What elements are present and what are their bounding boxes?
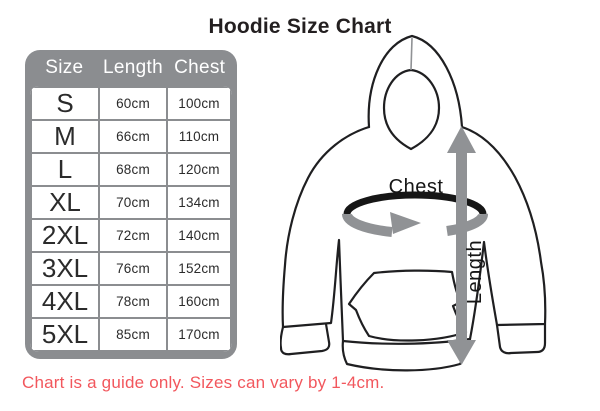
table-row: 2XL 72cm 140cm — [30, 218, 232, 253]
size-table-header: Size Length Chest — [30, 50, 232, 86]
chest-cell: 100cm — [166, 86, 232, 121]
size-table-grid: S 60cm 100cm M 66cm 110cm L 68cm 120cm XL 70cm 134c… — [30, 86, 232, 352]
size-table-body: S 60cm 100cm M 66cm 110cm L 68cm 120cm XL 70cm 134c… — [30, 86, 232, 352]
chest-band-back-arc — [343, 191, 487, 215]
size-cell: L — [30, 152, 100, 187]
length-arrow-shaft — [456, 150, 467, 342]
size-cell: 3XL — [30, 251, 100, 286]
length-cell: 70cm — [98, 185, 168, 220]
chest-cell: 152cm — [166, 251, 232, 286]
chest-cell: 110cm — [166, 119, 232, 154]
size-cell: XL — [30, 185, 100, 220]
table-row: M 66cm 110cm — [30, 119, 232, 154]
length-cell: 66cm — [98, 119, 168, 154]
size-cell: 5XL — [30, 317, 100, 352]
page-title: Hoodie Size Chart — [208, 15, 392, 38]
right-cuff — [495, 322, 547, 355]
chest-cell: 134cm — [166, 185, 232, 220]
hoodie-diagram: Chest Length — [280, 34, 547, 372]
length-arrow-head-down — [447, 340, 476, 365]
hood-seam — [410, 37, 413, 71]
header-chest: Chest — [174, 57, 226, 78]
chest-arrow-arc-right — [446, 213, 488, 236]
size-table-body-wrap: S 60cm 100cm M 66cm 110cm L 68cm 120cm XL 70cm 134c… — [30, 86, 232, 352]
length-cell: 85cm — [98, 317, 168, 352]
table-row: S 60cm 100cm — [30, 86, 232, 121]
size-cell: 2XL — [30, 218, 100, 253]
table-row: L 68cm 120cm — [30, 152, 232, 187]
chest-cell: 170cm — [166, 317, 232, 352]
table-row: 4XL 78cm 160cm — [30, 284, 232, 319]
chest-label: Chest — [389, 176, 444, 198]
table-row: 5XL 85cm 170cm — [30, 317, 232, 352]
length-cell: 68cm — [98, 152, 168, 187]
hoodie-body-outline — [281, 125, 547, 345]
table-row: XL 70cm 134cm — [30, 185, 232, 220]
chest-cell: 140cm — [166, 218, 232, 253]
size-table: Size Length Chest S 60cm 100cm M 66cm 110cm L 6… — [25, 50, 237, 359]
length-arrow-head-up — [447, 126, 476, 153]
length-label: Length — [464, 240, 486, 304]
chest-cell: 160cm — [166, 284, 232, 319]
size-cell: S — [30, 86, 100, 121]
length-cell: 78cm — [98, 284, 168, 319]
table-row: 3XL 76cm 152cm — [30, 251, 232, 286]
pocket — [347, 269, 468, 342]
footnote: Chart is a guide only. Sizes can vary by… — [22, 373, 385, 392]
chest-arrow-head — [390, 212, 421, 234]
header-length: Length — [103, 57, 163, 78]
length-cell: 60cm — [98, 86, 168, 121]
size-cell: M — [30, 119, 100, 154]
size-cell: 4XL — [30, 284, 100, 319]
header-size: Size — [45, 57, 84, 78]
chest-cell: 120cm — [166, 152, 232, 187]
length-cell: 76cm — [98, 251, 168, 286]
hood-face-opening — [382, 68, 441, 151]
left-cuff — [280, 322, 331, 356]
length-cell: 72cm — [98, 218, 168, 253]
chest-arrow-arc-left — [342, 213, 393, 237]
